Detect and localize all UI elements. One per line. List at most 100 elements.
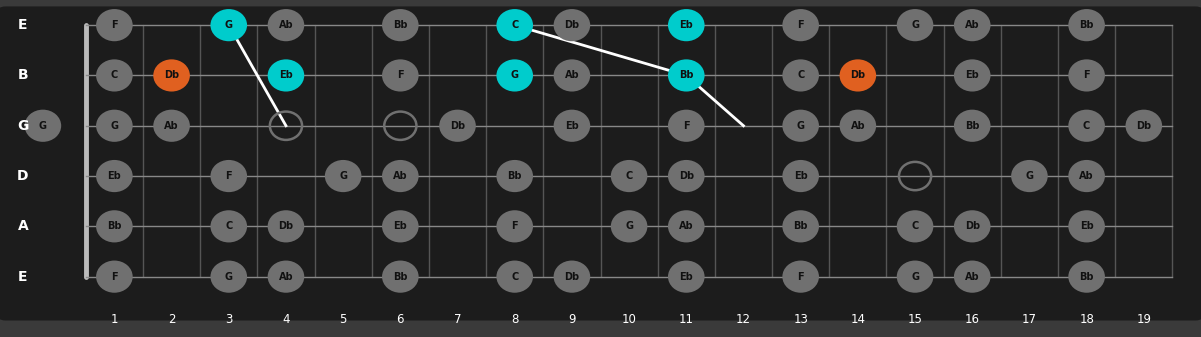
Text: 16: 16 bbox=[964, 313, 980, 326]
Circle shape bbox=[839, 110, 877, 142]
Text: 14: 14 bbox=[850, 313, 866, 326]
Text: D: D bbox=[17, 169, 29, 183]
Text: Ab: Ab bbox=[393, 171, 407, 181]
Text: 9: 9 bbox=[568, 313, 575, 326]
Text: B: B bbox=[18, 68, 28, 83]
Text: C: C bbox=[110, 70, 118, 81]
Text: Eb: Eb bbox=[966, 70, 979, 81]
Text: 17: 17 bbox=[1022, 313, 1036, 326]
Text: Bb: Bb bbox=[1080, 20, 1094, 30]
Circle shape bbox=[440, 110, 476, 142]
FancyBboxPatch shape bbox=[0, 5, 1201, 322]
Circle shape bbox=[554, 261, 590, 293]
Text: 5: 5 bbox=[340, 313, 347, 326]
Text: 15: 15 bbox=[908, 313, 922, 326]
Circle shape bbox=[496, 210, 533, 242]
Circle shape bbox=[954, 59, 991, 92]
Text: Db: Db bbox=[964, 221, 980, 231]
Circle shape bbox=[268, 261, 304, 293]
Circle shape bbox=[782, 160, 819, 192]
Circle shape bbox=[382, 160, 419, 192]
Circle shape bbox=[954, 9, 991, 41]
Text: G: G bbox=[38, 121, 47, 131]
Circle shape bbox=[382, 59, 419, 92]
Text: Eb: Eb bbox=[1080, 221, 1093, 231]
Text: Bb: Bb bbox=[393, 272, 407, 282]
Text: Ab: Ab bbox=[165, 121, 179, 131]
Text: Bb: Bb bbox=[107, 221, 121, 231]
Text: G: G bbox=[796, 121, 805, 131]
Circle shape bbox=[210, 9, 247, 41]
Circle shape bbox=[382, 9, 419, 41]
Text: 18: 18 bbox=[1080, 313, 1094, 326]
Circle shape bbox=[782, 59, 819, 92]
Circle shape bbox=[1011, 160, 1047, 192]
Circle shape bbox=[210, 210, 247, 242]
Text: Ab: Ab bbox=[1080, 171, 1094, 181]
Circle shape bbox=[96, 160, 132, 192]
Circle shape bbox=[954, 110, 991, 142]
Text: F: F bbox=[110, 20, 118, 30]
Circle shape bbox=[611, 160, 647, 192]
Text: 4: 4 bbox=[282, 313, 289, 326]
Circle shape bbox=[1125, 110, 1163, 142]
Text: 11: 11 bbox=[679, 313, 694, 326]
Text: C: C bbox=[912, 221, 919, 231]
Circle shape bbox=[1069, 9, 1105, 41]
Text: Bb: Bb bbox=[794, 221, 808, 231]
Circle shape bbox=[382, 261, 419, 293]
Text: F: F bbox=[512, 221, 518, 231]
Circle shape bbox=[839, 59, 877, 92]
Text: Db: Db bbox=[279, 221, 293, 231]
Circle shape bbox=[96, 261, 132, 293]
Circle shape bbox=[1069, 110, 1105, 142]
Circle shape bbox=[268, 9, 304, 41]
Circle shape bbox=[897, 261, 933, 293]
Text: Db: Db bbox=[450, 121, 465, 131]
Text: C: C bbox=[797, 70, 805, 81]
Text: Eb: Eb bbox=[108, 171, 121, 181]
Text: 6: 6 bbox=[396, 313, 404, 326]
Text: F: F bbox=[797, 20, 803, 30]
Text: F: F bbox=[797, 272, 803, 282]
Text: Db: Db bbox=[679, 171, 694, 181]
Circle shape bbox=[268, 210, 304, 242]
Text: F: F bbox=[226, 171, 232, 181]
Circle shape bbox=[668, 261, 705, 293]
Text: G: G bbox=[225, 272, 233, 282]
Text: Ab: Ab bbox=[964, 20, 980, 30]
Text: Ab: Ab bbox=[279, 272, 293, 282]
Circle shape bbox=[1069, 160, 1105, 192]
Circle shape bbox=[954, 261, 991, 293]
Text: Bb: Bb bbox=[508, 171, 522, 181]
Text: Eb: Eb bbox=[794, 171, 807, 181]
Circle shape bbox=[1069, 210, 1105, 242]
Text: Db: Db bbox=[1136, 121, 1152, 131]
Circle shape bbox=[668, 9, 705, 41]
Circle shape bbox=[1069, 261, 1105, 293]
Text: G: G bbox=[510, 70, 519, 81]
Circle shape bbox=[554, 9, 590, 41]
Text: Eb: Eb bbox=[680, 272, 693, 282]
Text: F: F bbox=[110, 272, 118, 282]
Text: A: A bbox=[18, 219, 29, 233]
Text: 10: 10 bbox=[622, 313, 637, 326]
Circle shape bbox=[954, 210, 991, 242]
Text: C: C bbox=[1083, 121, 1091, 131]
Text: Bb: Bb bbox=[679, 70, 693, 81]
Text: Eb: Eb bbox=[680, 20, 693, 30]
Circle shape bbox=[154, 110, 190, 142]
Text: Bb: Bb bbox=[393, 20, 407, 30]
Circle shape bbox=[96, 59, 132, 92]
Text: Ab: Ab bbox=[679, 221, 694, 231]
Text: Ab: Ab bbox=[964, 272, 980, 282]
Text: Ab: Ab bbox=[564, 70, 579, 81]
Circle shape bbox=[210, 261, 247, 293]
Text: C: C bbox=[626, 171, 633, 181]
Text: G: G bbox=[625, 221, 633, 231]
Circle shape bbox=[897, 9, 933, 41]
Circle shape bbox=[782, 9, 819, 41]
Text: F: F bbox=[683, 121, 689, 131]
Circle shape bbox=[210, 160, 247, 192]
Text: 19: 19 bbox=[1136, 313, 1152, 326]
